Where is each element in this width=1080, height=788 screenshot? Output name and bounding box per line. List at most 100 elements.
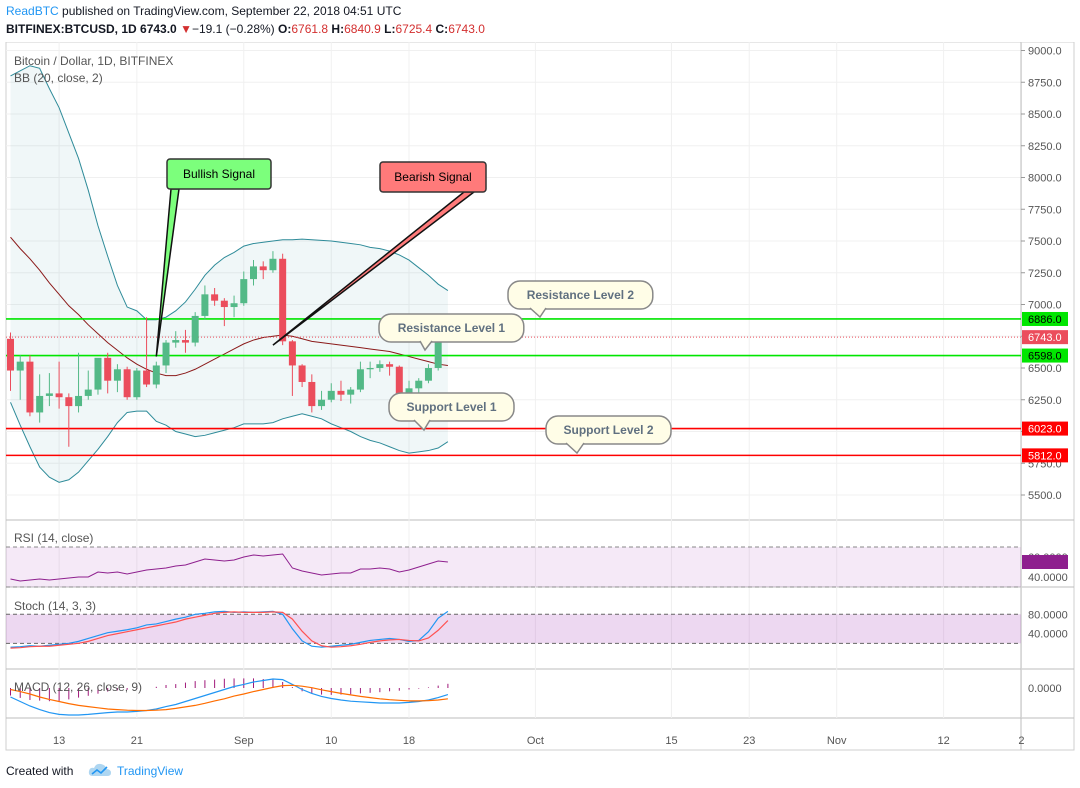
candle-body[interactable] [84,389,92,396]
candle-body[interactable] [386,364,394,367]
legends: Bitcoin / Dollar, 1D, BITFINEX BB (20, c… [14,54,173,694]
time-tick-label: 12 [937,735,949,747]
low-label: L: [384,22,396,36]
candle-body[interactable] [327,390,335,400]
callouts: Bullish Signal Bearish Signal Resistance L… [155,158,672,455]
time-tick-label: 10 [325,735,337,747]
callout-text: Support Level 1 [406,400,496,414]
candle-body[interactable] [172,340,180,343]
stoch-band [6,614,1021,644]
candle-body[interactable] [181,340,189,343]
callout-tail [414,420,430,430]
candle-body[interactable] [240,279,248,304]
candle-body[interactable] [16,361,24,371]
callout-box [545,415,672,445]
candle-body[interactable] [337,390,345,395]
price-tick-label: 8750.0 [1028,77,1062,89]
candle-body[interactable] [113,369,121,381]
candle-body[interactable] [133,370,141,398]
price-level-label: 5812.0 [1028,450,1062,462]
candle-body[interactable] [26,361,34,413]
callout-box [379,161,487,193]
callout-text: Resistance Level 1 [398,321,506,335]
price-tick-label: 7750.0 [1028,204,1062,216]
callout-tail-edge [565,442,585,455]
candle-body[interactable] [250,266,257,280]
candle-body[interactable] [65,397,73,407]
candle-body[interactable] [308,381,316,407]
time-tick-label: 13 [53,735,65,747]
created-with-text: Created with [6,764,74,778]
candle-body[interactable] [7,338,14,371]
rsi-legend: RSI (14, close) [14,531,93,545]
candle-body[interactable] [415,380,423,389]
bb-upper-line [10,65,449,321]
resistance-level-1-callout[interactable]: Resistance Level 1 [378,313,525,352]
price-tick-label: 6250.0 [1028,395,1062,407]
candle-body[interactable] [318,399,326,407]
candle-body[interactable] [104,357,112,381]
candle-body[interactable] [152,365,160,385]
candle-body[interactable] [395,366,403,399]
close-label: C: [435,22,449,36]
symbol-label: BITFINEX:BTCUSD, 1D [6,22,137,36]
candles [7,251,452,447]
candle-body[interactable] [366,368,374,370]
support-level-2-callout[interactable]: Support Level 2 [545,415,672,455]
candle-body[interactable] [288,341,296,366]
candle-body[interactable] [434,334,442,368]
candle-body[interactable] [376,364,384,368]
candle-body[interactable] [279,258,287,342]
macd-line [10,678,449,716]
price-level-label-bg [1022,330,1068,345]
macd-pane: 0.0000 [10,678,1062,716]
tradingview-link[interactable]: TradingView [117,764,184,778]
callout-text: Resistance Level 2 [527,288,635,302]
candle-body[interactable] [259,266,267,271]
candle-body[interactable] [94,357,102,390]
candle-body[interactable] [45,393,53,396]
candle-body[interactable] [347,389,355,395]
time-tick-label: 2 [1018,735,1024,747]
candle-body[interactable] [424,368,432,381]
resistance-level-2-callout[interactable]: Resistance Level 2 [507,280,654,319]
price-tick-label: 8250.0 [1028,141,1062,153]
high-value: 6840.9 [344,22,381,36]
rsi-value-bg [1022,555,1068,569]
candle-body[interactable] [356,369,364,390]
candle-body[interactable] [36,395,44,413]
time-tick-label: 21 [131,735,143,747]
candle-body[interactable] [162,342,170,366]
support-level-1-callout[interactable]: Support Level 1 [388,392,515,432]
candle-body[interactable] [201,294,209,316]
bearish-signal-callout[interactable]: Bearish Signal [272,161,487,346]
price-level-label: 6598.0 [1028,351,1062,363]
published-text: published on TradingView.com, September … [62,4,402,18]
macd-legend: MACD (12, 26, close, 9) [14,680,142,694]
open-label: O: [278,22,292,36]
candle-body[interactable] [298,365,306,382]
callout-box [388,392,515,422]
bullish-signal-callout[interactable]: Bullish Signal [155,158,272,357]
candle-body[interactable] [75,395,83,407]
callout-tail-edge [413,419,431,432]
stoch-tick-label: 40.0000 [1028,629,1068,641]
candle-body[interactable] [191,315,199,343]
candle-body[interactable] [230,303,238,308]
last-price: 6743.0 [140,22,177,36]
price-tick-label: 7250.0 [1028,268,1062,280]
candle-body[interactable] [211,294,219,301]
candle-body[interactable] [143,370,151,385]
candle-body[interactable] [269,258,277,271]
macd-tick-label: 0.0000 [1028,683,1062,695]
candle-body[interactable] [123,369,131,398]
price-axis: 9000.0 8750.0 8500.0 8250.0 8000.0 7750.0 7500… [1021,46,1068,502]
high-label: H: [331,22,345,36]
candle-body[interactable] [55,393,63,398]
price-tick-label: 7500.0 [1028,236,1062,248]
candle-body[interactable] [220,300,228,308]
time-tick-label: 23 [743,735,755,747]
publisher-name[interactable]: ReadBTC [6,4,59,18]
callout-text: Support Level 2 [563,423,653,437]
